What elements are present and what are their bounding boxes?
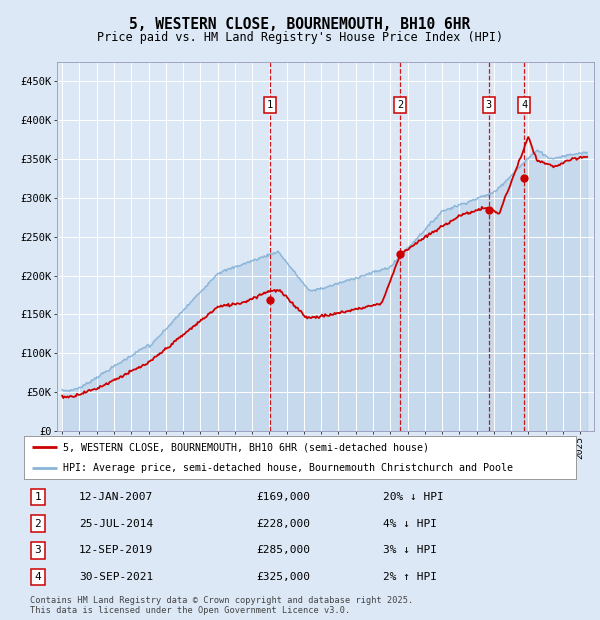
Text: Contains HM Land Registry data © Crown copyright and database right 2025.: Contains HM Land Registry data © Crown c… bbox=[30, 596, 413, 606]
Text: 5, WESTERN CLOSE, BOURNEMOUTH, BH10 6HR (semi-detached house): 5, WESTERN CLOSE, BOURNEMOUTH, BH10 6HR … bbox=[62, 442, 428, 452]
Text: 2: 2 bbox=[34, 518, 41, 529]
Text: £169,000: £169,000 bbox=[256, 492, 310, 502]
Text: 2% ↑ HPI: 2% ↑ HPI bbox=[383, 572, 437, 582]
Text: 4: 4 bbox=[34, 572, 41, 582]
Text: 1: 1 bbox=[267, 100, 273, 110]
Text: 4: 4 bbox=[521, 100, 527, 110]
Text: 2: 2 bbox=[397, 100, 403, 110]
Text: 20% ↓ HPI: 20% ↓ HPI bbox=[383, 492, 443, 502]
Text: 3: 3 bbox=[485, 100, 492, 110]
Text: 12-JAN-2007: 12-JAN-2007 bbox=[79, 492, 154, 502]
Text: 3: 3 bbox=[34, 545, 41, 556]
Text: 1: 1 bbox=[34, 492, 41, 502]
Text: £325,000: £325,000 bbox=[256, 572, 310, 582]
Text: 25-JUL-2014: 25-JUL-2014 bbox=[79, 518, 154, 529]
Text: 4% ↓ HPI: 4% ↓ HPI bbox=[383, 518, 437, 529]
Text: 5, WESTERN CLOSE, BOURNEMOUTH, BH10 6HR: 5, WESTERN CLOSE, BOURNEMOUTH, BH10 6HR bbox=[130, 17, 470, 32]
Text: £228,000: £228,000 bbox=[256, 518, 310, 529]
Text: 30-SEP-2021: 30-SEP-2021 bbox=[79, 572, 154, 582]
Text: This data is licensed under the Open Government Licence v3.0.: This data is licensed under the Open Gov… bbox=[30, 606, 350, 616]
Text: 12-SEP-2019: 12-SEP-2019 bbox=[79, 545, 154, 556]
Text: HPI: Average price, semi-detached house, Bournemouth Christchurch and Poole: HPI: Average price, semi-detached house,… bbox=[62, 463, 512, 473]
Text: 3% ↓ HPI: 3% ↓ HPI bbox=[383, 545, 437, 556]
Text: Price paid vs. HM Land Registry's House Price Index (HPI): Price paid vs. HM Land Registry's House … bbox=[97, 31, 503, 44]
Text: £285,000: £285,000 bbox=[256, 545, 310, 556]
